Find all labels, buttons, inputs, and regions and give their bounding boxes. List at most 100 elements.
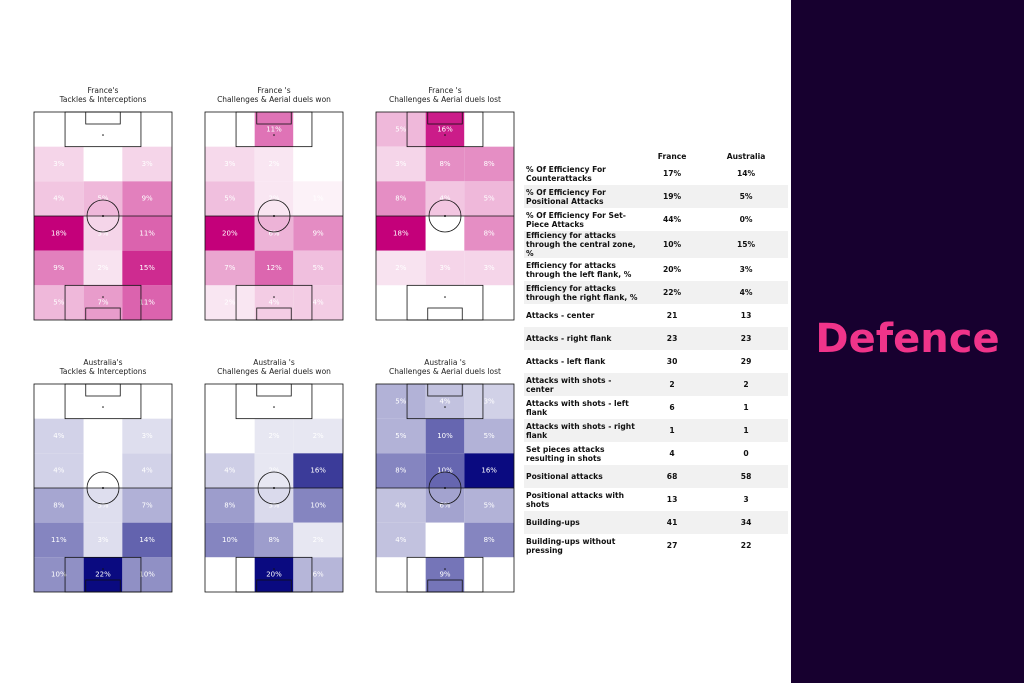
heat-cell bbox=[83, 181, 123, 216]
value-cell: 3 bbox=[743, 495, 749, 504]
heat-cell bbox=[83, 384, 123, 419]
cell-label: 16% bbox=[437, 125, 453, 133]
cell-label: 8% bbox=[484, 160, 495, 168]
heat-cell bbox=[376, 216, 426, 251]
cell-label: 5% bbox=[224, 195, 235, 203]
heat-cell bbox=[122, 557, 172, 592]
cell-label: 0% bbox=[313, 125, 324, 133]
cell-label: 5% bbox=[484, 432, 495, 440]
cell-label: 8% bbox=[484, 229, 495, 237]
row-label: Attacks - center bbox=[526, 311, 595, 320]
row-label: % Of Efficiency For Counterattacks bbox=[526, 164, 606, 183]
value-cell: 27 bbox=[666, 541, 678, 550]
row-label: Attacks - left flank bbox=[526, 357, 606, 366]
heat-cell bbox=[464, 285, 514, 320]
heat-cell bbox=[34, 250, 84, 286]
cell-label: 0% bbox=[439, 229, 450, 237]
penalty-spot bbox=[273, 296, 275, 298]
heat-cell bbox=[376, 488, 426, 523]
cell-label: 8% bbox=[53, 501, 64, 509]
chart-subtitle: Tackles & Interceptions bbox=[59, 95, 147, 104]
cell-label: 9% bbox=[313, 229, 324, 237]
cell-label: 5% bbox=[395, 125, 406, 133]
heat-cell bbox=[425, 453, 465, 488]
cell-label: 16% bbox=[481, 467, 497, 475]
table-body: % Of Efficiency For Counterattacks 17% 14%… bbox=[524, 162, 788, 557]
cell-label: 4% bbox=[439, 397, 450, 405]
cell-label: 7% bbox=[224, 264, 235, 272]
goal-box bbox=[427, 111, 463, 125]
goal-box bbox=[85, 111, 121, 125]
penalty-spot bbox=[444, 134, 446, 136]
row-label: Positional attacks bbox=[524, 465, 640, 488]
cell-label: 0% bbox=[313, 397, 324, 405]
heat-cell bbox=[293, 146, 343, 182]
heat-cell bbox=[83, 285, 123, 320]
value-cell: 34 bbox=[704, 511, 788, 534]
cell-label: 3% bbox=[142, 160, 153, 168]
heat-cell bbox=[205, 216, 255, 251]
heat-cell bbox=[34, 285, 84, 320]
row-label: Attacks with shots - right flank bbox=[524, 419, 640, 442]
chart-subtitle: Challenges & Aerial duels lost bbox=[389, 95, 501, 104]
heat-cell bbox=[205, 285, 255, 320]
heat-cell bbox=[205, 146, 255, 182]
cell-label: 3% bbox=[484, 397, 495, 405]
heat-cell bbox=[122, 418, 172, 454]
row-label: Attacks with shots - center bbox=[524, 373, 640, 396]
cell-label: 6% bbox=[313, 571, 324, 579]
heat-cell bbox=[464, 112, 514, 147]
heat-cell bbox=[293, 522, 343, 558]
value-cell: 0 bbox=[743, 449, 749, 458]
center-spot bbox=[102, 487, 104, 489]
chart-subtitle: Tackles & Interceptions bbox=[59, 367, 147, 376]
penalty-spot bbox=[444, 406, 446, 408]
heat-cell bbox=[122, 112, 172, 147]
center-circle bbox=[257, 471, 291, 505]
heat-cell bbox=[254, 418, 294, 454]
value-cell: 0% bbox=[739, 215, 753, 224]
cell-label: 0% bbox=[484, 125, 495, 133]
cell-label: 5% bbox=[97, 195, 108, 203]
goal-box bbox=[427, 579, 463, 593]
cell-label: 4% bbox=[224, 467, 235, 475]
cell-label: 20% bbox=[222, 229, 238, 237]
heat-cell bbox=[83, 250, 123, 286]
chart-subtitle: Challenges & Aerial duels lost bbox=[389, 367, 501, 376]
penalty-spot bbox=[102, 568, 104, 570]
value-cell: 14% bbox=[736, 169, 756, 178]
center-spot bbox=[444, 215, 446, 217]
value-cell: 44% bbox=[662, 215, 682, 224]
cell-label: 18% bbox=[51, 229, 67, 237]
chart-title: Australia's bbox=[83, 358, 122, 367]
heat-cell bbox=[83, 488, 123, 523]
heat-cell bbox=[425, 418, 465, 454]
heat-cell bbox=[254, 453, 294, 488]
heat-cell bbox=[425, 181, 465, 216]
value-cell: 68 bbox=[640, 465, 705, 488]
penalty-spot bbox=[273, 406, 275, 408]
stats-table: France Australia % Of Efficiency For Coun… bbox=[524, 150, 788, 557]
heat-cell bbox=[83, 453, 123, 488]
heat-cell bbox=[293, 453, 343, 488]
cell-label: 0% bbox=[53, 125, 64, 133]
heat-cell bbox=[122, 384, 172, 419]
cell-label: 3% bbox=[439, 264, 450, 272]
cell-label: 2% bbox=[97, 264, 108, 272]
cell-label: 8% bbox=[395, 467, 406, 475]
value-cell: 21 bbox=[666, 311, 678, 320]
table-row: Building-ups 41 34 bbox=[524, 511, 788, 534]
goal-box bbox=[256, 307, 292, 321]
row-label: Attacks - right flank bbox=[524, 327, 640, 350]
heat-cell bbox=[34, 112, 84, 147]
cell-label: 7% bbox=[142, 501, 153, 509]
value-cell: 22% bbox=[640, 281, 705, 304]
heat-cell bbox=[122, 146, 172, 182]
chart-subtitle: Challenges & Aerial duels won bbox=[217, 95, 331, 104]
cell-label: 0% bbox=[97, 397, 108, 405]
heat-cell bbox=[83, 557, 123, 592]
cell-label: 2% bbox=[268, 467, 279, 475]
heat-cell bbox=[464, 557, 514, 592]
